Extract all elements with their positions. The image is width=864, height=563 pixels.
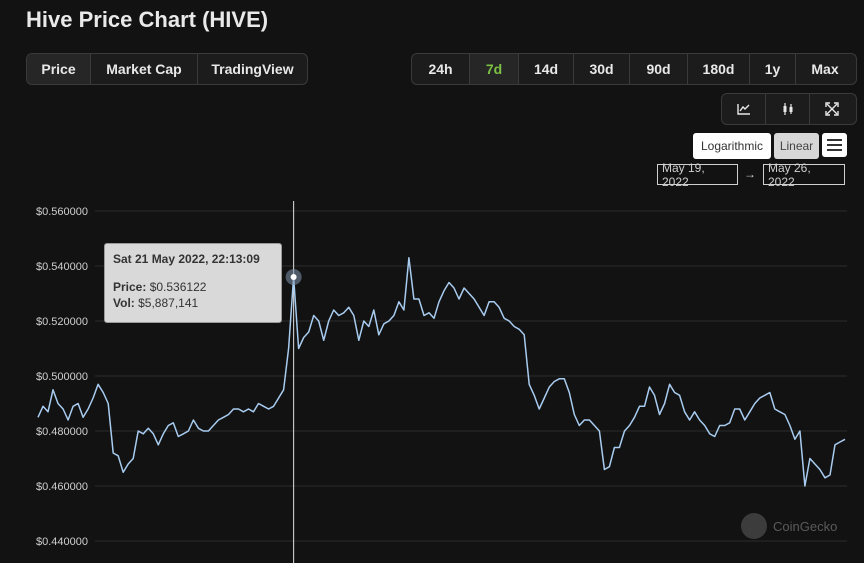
tooltip-vol-label: Vol: xyxy=(113,296,135,310)
line-chart-icon[interactable] xyxy=(722,94,766,124)
chart-type-tabs: Price Market Cap TradingView xyxy=(26,53,308,85)
linear-scale-button[interactable]: Linear xyxy=(774,133,819,159)
price-chart[interactable]: $0.560000 $0.540000 $0.520000 $0.500000 $0.4… xyxy=(0,195,864,563)
tooltip-price-label: Price: xyxy=(113,280,147,294)
y-axis-labels: $0.560000 $0.540000 $0.520000 $0.500000 $0.4… xyxy=(36,206,88,548)
watermark-text: CoinGecko xyxy=(773,518,838,534)
range-max-button[interactable]: Max xyxy=(811,61,839,77)
hover-point xyxy=(290,274,297,280)
tab-market-cap[interactable]: Market Cap xyxy=(91,54,198,84)
price-series-line xyxy=(37,257,846,487)
tab-tradingview[interactable]: TradingView xyxy=(211,61,294,77)
hamburger-menu-icon[interactable] xyxy=(822,133,847,157)
tooltip-vol-value: $5,887,141 xyxy=(138,296,199,310)
coingecko-logo-icon xyxy=(741,513,767,539)
range-180d-button[interactable]: 180d xyxy=(688,54,750,84)
range-1y-button[interactable]: 1y xyxy=(750,54,796,84)
range-24h-button[interactable]: 24h xyxy=(412,54,470,84)
candlestick-icon[interactable] xyxy=(766,94,810,124)
y-tick-label: $0.480000 xyxy=(36,426,88,438)
price-tooltip: Sat 21 May 2022, 22:13:09 Price: $0.5361… xyxy=(104,243,282,323)
range-14d-button[interactable]: 14d xyxy=(519,54,574,84)
y-tick-label: $0.560000 xyxy=(36,206,88,218)
y-tick-label: $0.520000 xyxy=(36,316,88,328)
y-tick-label: $0.500000 xyxy=(36,371,88,383)
y-tick-label: $0.440000 xyxy=(36,536,88,548)
tab-price[interactable]: Price xyxy=(27,54,91,84)
chart-tools xyxy=(721,93,857,125)
date-from-field[interactable]: May 19, 2022 xyxy=(657,161,738,189)
y-tick-label: $0.460000 xyxy=(36,481,88,493)
logarithmic-scale-button[interactable]: Logarithmic xyxy=(693,133,771,159)
tooltip-date: Sat 21 May 2022, 22:13:09 xyxy=(113,252,260,266)
fullscreen-icon[interactable] xyxy=(810,94,854,124)
range-7d-button[interactable]: 7d xyxy=(470,54,519,84)
tooltip-price-value: $0.536122 xyxy=(149,280,207,294)
range-30d-button[interactable]: 30d xyxy=(574,54,630,84)
range-90d-button[interactable]: 90d xyxy=(630,54,688,84)
coingecko-watermark: CoinGecko xyxy=(741,513,837,539)
date-to-field[interactable]: May 26, 2022 xyxy=(763,161,845,189)
arrow-right-icon: → xyxy=(744,167,756,181)
page-title: Hive Price Chart (HIVE) xyxy=(26,7,269,32)
range-selector: 24h 7d 14d 30d 90d 180d 1y Max xyxy=(411,53,857,85)
y-tick-label: $0.540000 xyxy=(36,261,88,273)
